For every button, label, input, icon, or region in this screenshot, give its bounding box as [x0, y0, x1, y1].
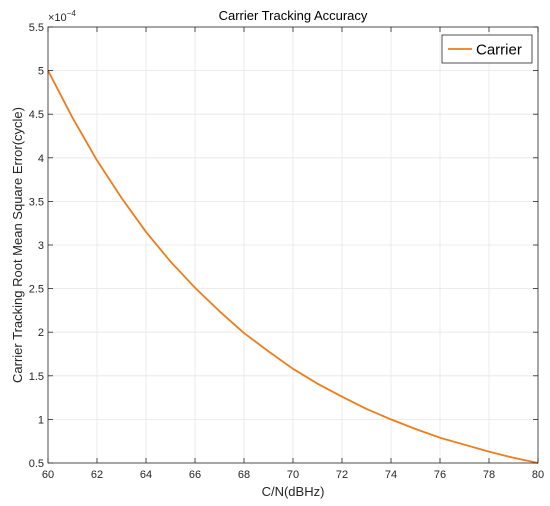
y-tick-label: 1.5 — [29, 371, 44, 383]
y-tick-label: 2 — [38, 327, 44, 339]
y-tick-label: 2.5 — [29, 284, 44, 296]
y-axis-label: Carrier Tracking Root Mean Square Error(… — [10, 107, 25, 383]
legend-box — [441, 34, 533, 64]
x-tick-label: 64 — [140, 469, 152, 481]
legend: Carrier — [441, 34, 533, 64]
series-line-carrier — [47, 70, 539, 464]
y-tick-label: 1 — [38, 414, 44, 426]
x-tick-label: 66 — [189, 469, 201, 481]
x-tick-label: 74 — [385, 469, 397, 481]
x-tick-label: 80 — [532, 469, 544, 481]
y-tick-label: 4.5 — [29, 109, 44, 121]
x-tick-label: 62 — [91, 469, 103, 481]
y-tick-label: 0.5 — [29, 458, 44, 470]
legend-label: Carrier — [476, 42, 522, 59]
chart-title: Carrier Tracking Accuracy — [219, 8, 368, 23]
y-tick-label: 3 — [38, 240, 44, 252]
x-axis-label: C/N(dBHz) — [262, 484, 325, 499]
y-tick-label: 5 — [38, 66, 44, 78]
y-tick-label: 4 — [38, 153, 44, 165]
series-layer — [47, 70, 539, 464]
x-tick-label: 70 — [287, 469, 299, 481]
y-axis: 0.5 1 1.5 2 2.5 3 3.5 4 4.5 5 5.5 — [29, 22, 538, 470]
x-tick-label: 72 — [336, 469, 348, 481]
x-tick-label: 76 — [434, 469, 446, 481]
x-tick-label: 78 — [483, 469, 495, 481]
y-tick-label: 3.5 — [29, 196, 44, 208]
y-tick-label: 5.5 — [29, 22, 44, 34]
x-tick-label: 68 — [238, 469, 250, 481]
x-axis: 60 62 64 66 68 70 72 74 76 78 80 — [42, 27, 544, 481]
y-exponent-label: ×10−4 — [48, 9, 76, 24]
x-tick-label: 60 — [42, 469, 54, 481]
